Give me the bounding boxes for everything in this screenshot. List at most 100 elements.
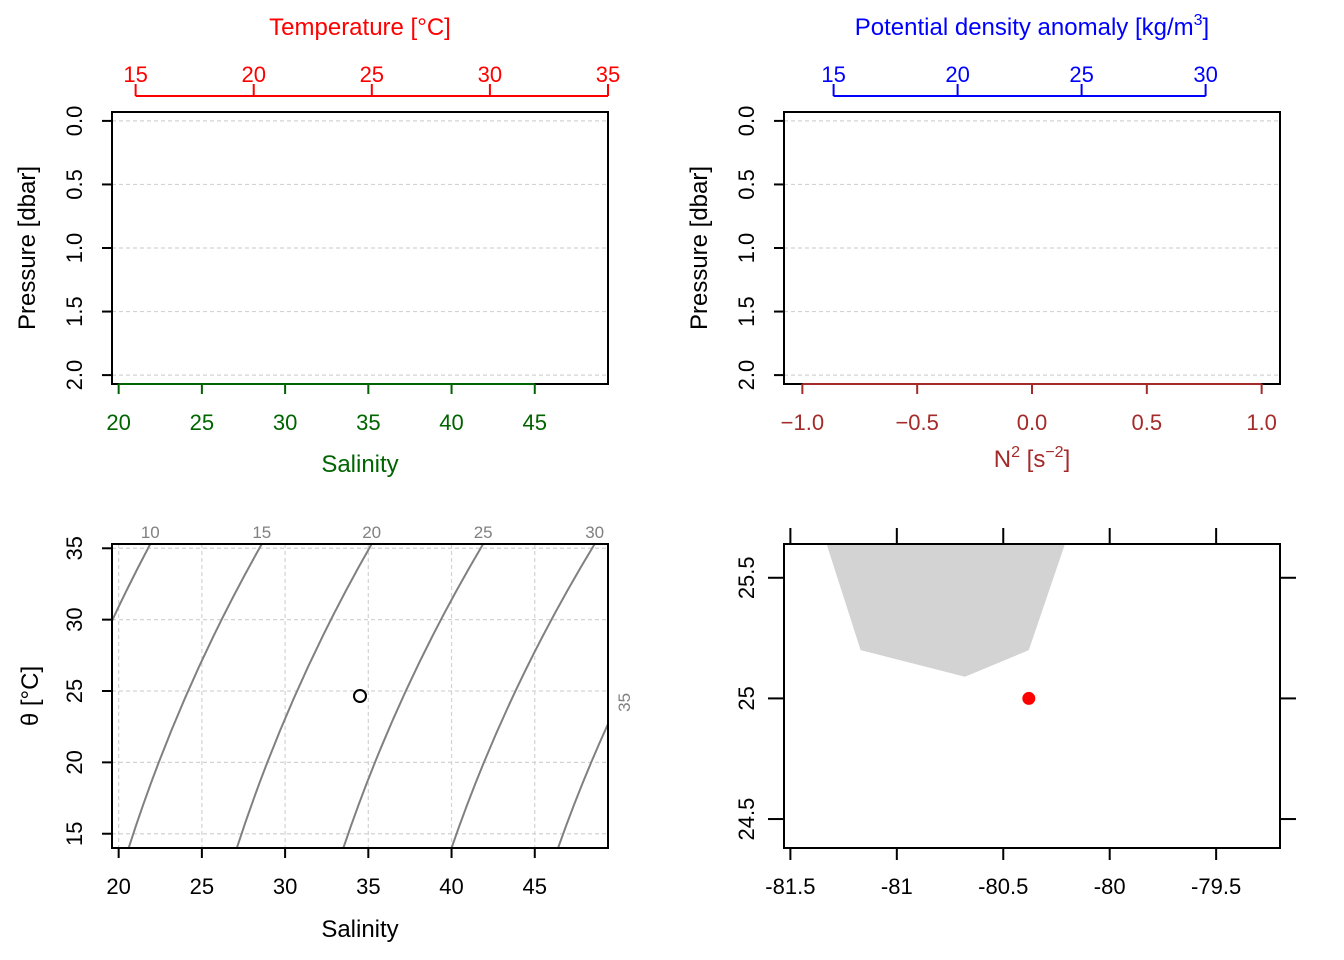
n2-title-main: N xyxy=(994,446,1011,473)
isopycnal-line xyxy=(342,544,485,848)
pressure-axis-title: Pressure [dbar] xyxy=(14,166,41,330)
salinity-temperature-panel: 15 20 25 30 35 20 25 30 35 40 45 0.00.51.01.52.0 … xyxy=(14,14,620,478)
density-tick-label: 25 xyxy=(1069,62,1093,87)
longitude-tick-label: -81 xyxy=(881,874,913,899)
pressure-tick-label: 0.5 xyxy=(62,169,87,200)
ts-diagram-panel: 10 15 20 25 30 35 20 25 30 35 40 45 15 20 25 30 35 Sal… xyxy=(17,523,634,943)
latitude-tick-label: 24.5 xyxy=(734,798,759,841)
isopycnal-line xyxy=(127,544,263,848)
latitude-tick-label: 25 xyxy=(734,686,759,710)
n2-title-sup: 2 xyxy=(1011,444,1020,461)
salinity-tick-label: 30 xyxy=(273,874,297,899)
salinity-axis: 20 25 30 35 40 45 xyxy=(106,383,547,435)
longitude-tick-label: -81.5 xyxy=(765,874,815,899)
salinity-tick-label: 30 xyxy=(273,410,297,435)
pressure-tick-label: 1.5 xyxy=(734,296,759,327)
n2-tick-label: 0.0 xyxy=(1017,410,1048,435)
pressure-tick-label: 2.0 xyxy=(62,360,87,391)
latitude-right-ticks xyxy=(1280,576,1296,821)
latitude-axis: 24.5 25 25.5 xyxy=(734,556,784,840)
station-marker xyxy=(1022,691,1036,705)
ts-points xyxy=(353,689,367,703)
theta-tick-label: 30 xyxy=(62,607,87,631)
temperature-tick-label: 30 xyxy=(478,62,502,87)
pressure-tick-label: 1.5 xyxy=(62,296,87,327)
pressure-tick-label: 1.0 xyxy=(734,233,759,264)
n2-tick-label: −0.5 xyxy=(895,410,938,435)
theta-tick-label: 15 xyxy=(62,821,87,845)
pressure-tick-label: 0.5 xyxy=(734,169,759,200)
latitude-tick-label: 25.5 xyxy=(734,556,759,599)
salinity-tick-label: 35 xyxy=(356,874,380,899)
salinity-axis-title: Salinity xyxy=(321,916,398,943)
grid xyxy=(112,544,608,848)
density-axis: 15 20 25 30 xyxy=(821,62,1218,97)
theta-tick-label: 35 xyxy=(62,536,87,560)
pressure-axis-title: Pressure [dbar] xyxy=(686,166,713,330)
n2-tick-label: −1.0 xyxy=(781,410,824,435)
theta-tick-label: 25 xyxy=(62,679,87,703)
density-axis-title: Potential density anomaly [kg/m3] xyxy=(855,12,1209,41)
theta-tick-label: 20 xyxy=(62,750,87,774)
density-tick-label: 15 xyxy=(821,62,845,87)
n2-tick-label: 0.5 xyxy=(1132,410,1163,435)
n2-title-sup2: −2 xyxy=(1045,444,1063,461)
pressure-tick-label: 2.0 xyxy=(734,360,759,391)
longitude-top-ticks xyxy=(789,528,1218,544)
temperature-axis-title: Temperature [°C] xyxy=(269,14,451,41)
salinity-tick-label: 45 xyxy=(523,874,547,899)
longitude-axis: -81.5 -81 -80.5 -80 -79.5 xyxy=(765,847,1241,899)
grid xyxy=(112,120,608,376)
isopycnal-label: 15 xyxy=(252,523,271,542)
salinity-tick-label: 40 xyxy=(439,874,463,899)
density-title-main: Potential density anomaly [kg/m xyxy=(855,14,1194,41)
isopycnal-label: 30 xyxy=(585,523,604,542)
longitude-tick-label: -80.5 xyxy=(978,874,1028,899)
n2-title-mid: [s xyxy=(1020,446,1045,473)
isopycnal-line xyxy=(235,544,373,848)
salinity-tick-label: 20 xyxy=(106,410,130,435)
isopycnal-label: 35 xyxy=(615,693,634,712)
density-n2-panel: 15 20 25 30 −1.0 −0.5 0.0 0.5 1.0 0.0 0.5 1.0 1.5 2… xyxy=(686,12,1281,473)
pressure-axis: 0.0 0.5 1.0 1.5 2.0 xyxy=(734,106,784,391)
ts-point xyxy=(353,689,367,703)
isopycnal-label: 10 xyxy=(141,523,160,542)
theta-axis: 15 20 25 30 35 xyxy=(62,536,112,846)
salinity-axis-title: Salinity xyxy=(321,451,398,478)
salinity-tick-label: 25 xyxy=(190,410,214,435)
n2-title-end: ] xyxy=(1064,446,1071,473)
temperature-tick-label: 25 xyxy=(360,62,384,87)
salinity-tick-label: 25 xyxy=(190,874,214,899)
density-tick-label: 20 xyxy=(945,62,969,87)
isopycnal-label: 25 xyxy=(474,523,493,542)
salinity-tick-label: 35 xyxy=(356,410,380,435)
isopycnal-lines xyxy=(112,544,608,848)
temperature-tick-label: 35 xyxy=(596,62,620,87)
density-tick-label: 30 xyxy=(1193,62,1217,87)
density-title-sup: 3 xyxy=(1194,12,1203,29)
salinity-tick-label: 40 xyxy=(439,410,463,435)
land-polygon xyxy=(826,544,1065,677)
temperature-tick-label: 20 xyxy=(241,62,265,87)
grid xyxy=(784,120,1280,376)
salinity-tick-label: 45 xyxy=(523,410,547,435)
salinity-tick-label: 20 xyxy=(106,874,130,899)
pressure-axis: 0.0 0.5 1.0 1.5 2.0 xyxy=(62,106,112,391)
land-area xyxy=(826,544,1065,677)
temperature-tick-label: 15 xyxy=(123,62,147,87)
isopycnal-label: 20 xyxy=(362,523,381,542)
pressure-tick-label: 1.0 xyxy=(62,233,87,264)
pressure-tick-label: 0.0 xyxy=(62,106,87,137)
longitude-tick-label: -79.5 xyxy=(1191,874,1241,899)
station-map-panel: -81.5 -81 -80.5 -80 -79.5 24.5 25 25.5 xyxy=(734,528,1296,899)
station-marker-layer xyxy=(1022,691,1036,705)
isopycnal-line xyxy=(557,721,608,848)
theta-axis-title: θ [°C] xyxy=(17,666,44,726)
n2-tick-label: 1.0 xyxy=(1246,410,1277,435)
pressure-tick-label: 0.0 xyxy=(734,106,759,137)
density-title-end: ] xyxy=(1203,14,1210,41)
isopycnal-labels: 10 15 20 25 30 35 xyxy=(141,523,634,712)
longitude-tick-label: -80 xyxy=(1094,874,1126,899)
salinity-axis: 20 25 30 35 40 45 xyxy=(106,847,547,899)
